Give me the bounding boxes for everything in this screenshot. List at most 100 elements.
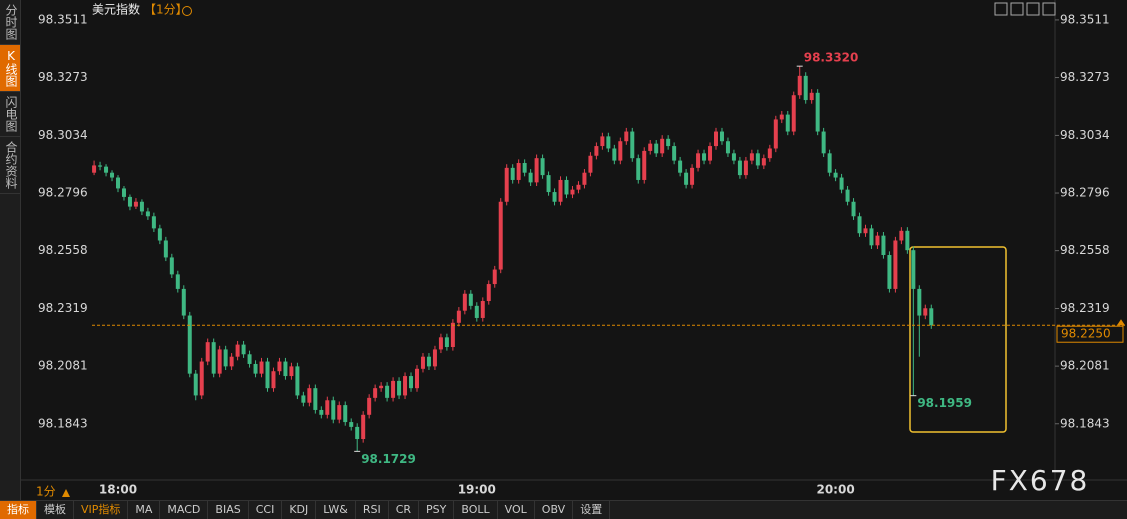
y-tick-label: 98.2319 <box>38 301 88 315</box>
sidebar-tab[interactable]: K线图 <box>0 45 20 92</box>
candle-body <box>624 131 629 142</box>
candle-body <box>612 148 617 161</box>
candle-body <box>295 366 300 396</box>
y-tick-label: 98.3511 <box>38 12 88 26</box>
candle-body <box>672 146 677 161</box>
y-tick-label: 98.3511 <box>1060 12 1110 26</box>
period-switch[interactable]: 1分 <box>36 485 56 499</box>
candle-body <box>911 250 916 289</box>
candle-body <box>205 342 210 362</box>
y-tick-label: 98.2081 <box>38 359 88 373</box>
candle-body <box>193 373 198 396</box>
candle-body <box>648 143 653 151</box>
candle-body <box>409 376 414 389</box>
period-switch-arrow[interactable] <box>62 489 70 497</box>
candle-body <box>450 322 455 348</box>
candle-body <box>552 192 557 202</box>
candle-body <box>714 131 718 147</box>
sidebar-tab[interactable]: 闪电图 <box>0 92 20 137</box>
candle-body <box>845 189 850 202</box>
toolbar-tab[interactable]: 指标 <box>0 501 37 519</box>
candle-body <box>217 349 222 374</box>
candle-body <box>373 388 378 398</box>
candle-body <box>367 397 372 415</box>
candle-body <box>229 356 234 367</box>
toolbar-tab[interactable]: CR <box>389 501 420 519</box>
candle-body <box>259 361 264 374</box>
candle-body <box>654 143 659 154</box>
candle-body <box>917 288 922 316</box>
candle-body <box>564 179 569 195</box>
candle-body <box>151 216 156 229</box>
candle-body <box>594 146 599 156</box>
candle-body <box>468 293 473 306</box>
sidebar-tab[interactable]: 分时图 <box>0 0 20 45</box>
candle-body <box>684 172 689 185</box>
candle-body <box>534 158 539 183</box>
candle-body <box>319 409 324 415</box>
candle-body <box>731 153 736 161</box>
sidebar-tab[interactable]: 合约资料 <box>0 137 20 194</box>
toolbar-tab[interactable]: RSI <box>356 501 389 519</box>
candle-body <box>379 385 384 389</box>
candle-body <box>719 131 724 142</box>
add-icon[interactable] <box>182 6 192 16</box>
toolbar-tab[interactable]: KDJ <box>282 501 317 519</box>
toolbar-tab[interactable]: MA <box>128 501 161 519</box>
candle-body <box>588 155 593 173</box>
candle-body <box>570 189 575 195</box>
candle-body <box>767 148 772 159</box>
candle-body <box>343 405 348 423</box>
toolbar-tab[interactable]: VIP指标 <box>74 501 129 519</box>
candle-body <box>881 235 886 256</box>
candle-body <box>636 158 641 180</box>
candle-body <box>708 146 713 161</box>
candle-body <box>815 92 820 132</box>
candle-body <box>325 400 330 415</box>
candle-body <box>391 380 396 398</box>
window-icons[interactable] <box>994 2 1056 16</box>
toolbar-tab[interactable]: BIAS <box>208 501 249 519</box>
y-tick-label: 98.3034 <box>38 128 88 142</box>
candle-body <box>887 255 892 289</box>
candle-body <box>301 395 306 403</box>
candle-body <box>349 422 354 427</box>
candle-body <box>456 310 461 323</box>
candle-body <box>145 211 150 217</box>
candle-body <box>863 228 868 234</box>
candle-body <box>851 201 856 217</box>
toolbar-tab[interactable]: 模板 <box>37 501 74 519</box>
candle-body <box>516 163 521 180</box>
candle-body <box>642 150 647 180</box>
candle-body <box>696 153 701 168</box>
last-price-box <box>1056 325 1124 343</box>
toolbar-tab[interactable]: LW& <box>316 501 356 519</box>
y-tick-label: 98.2081 <box>1060 359 1110 373</box>
candle-body <box>582 172 587 185</box>
candle-body <box>893 240 898 289</box>
candle-body <box>702 153 707 161</box>
last-price-label: 98.2250 <box>1061 327 1111 341</box>
candle-body <box>104 166 109 173</box>
candle-body <box>420 356 425 369</box>
candle-body <box>869 228 874 246</box>
toolbar-tab[interactable]: OBV <box>535 501 574 519</box>
toolbar-tab[interactable]: BOLL <box>454 501 498 519</box>
x-tick-label: 20:00 <box>816 483 854 497</box>
toolbar-tab[interactable]: PSY <box>419 501 455 519</box>
highlight-box <box>909 246 1007 433</box>
toolbar-tab[interactable]: MACD <box>160 501 209 519</box>
candle-body <box>247 354 252 364</box>
candle-body <box>307 388 312 403</box>
candle-body <box>498 201 503 270</box>
last-price-arrow <box>1117 319 1125 326</box>
toolbar-tab[interactable]: CCI <box>249 501 283 519</box>
candle-body <box>857 216 862 234</box>
toolbar-tab[interactable]: VOL <box>498 501 535 519</box>
period-label[interactable]: 【1分】 <box>144 3 188 17</box>
candle-body <box>163 240 168 258</box>
candle-body <box>576 184 581 190</box>
toolbar-tab[interactable]: 设置 <box>573 501 611 519</box>
y-tick-label: 98.1843 <box>38 416 88 430</box>
